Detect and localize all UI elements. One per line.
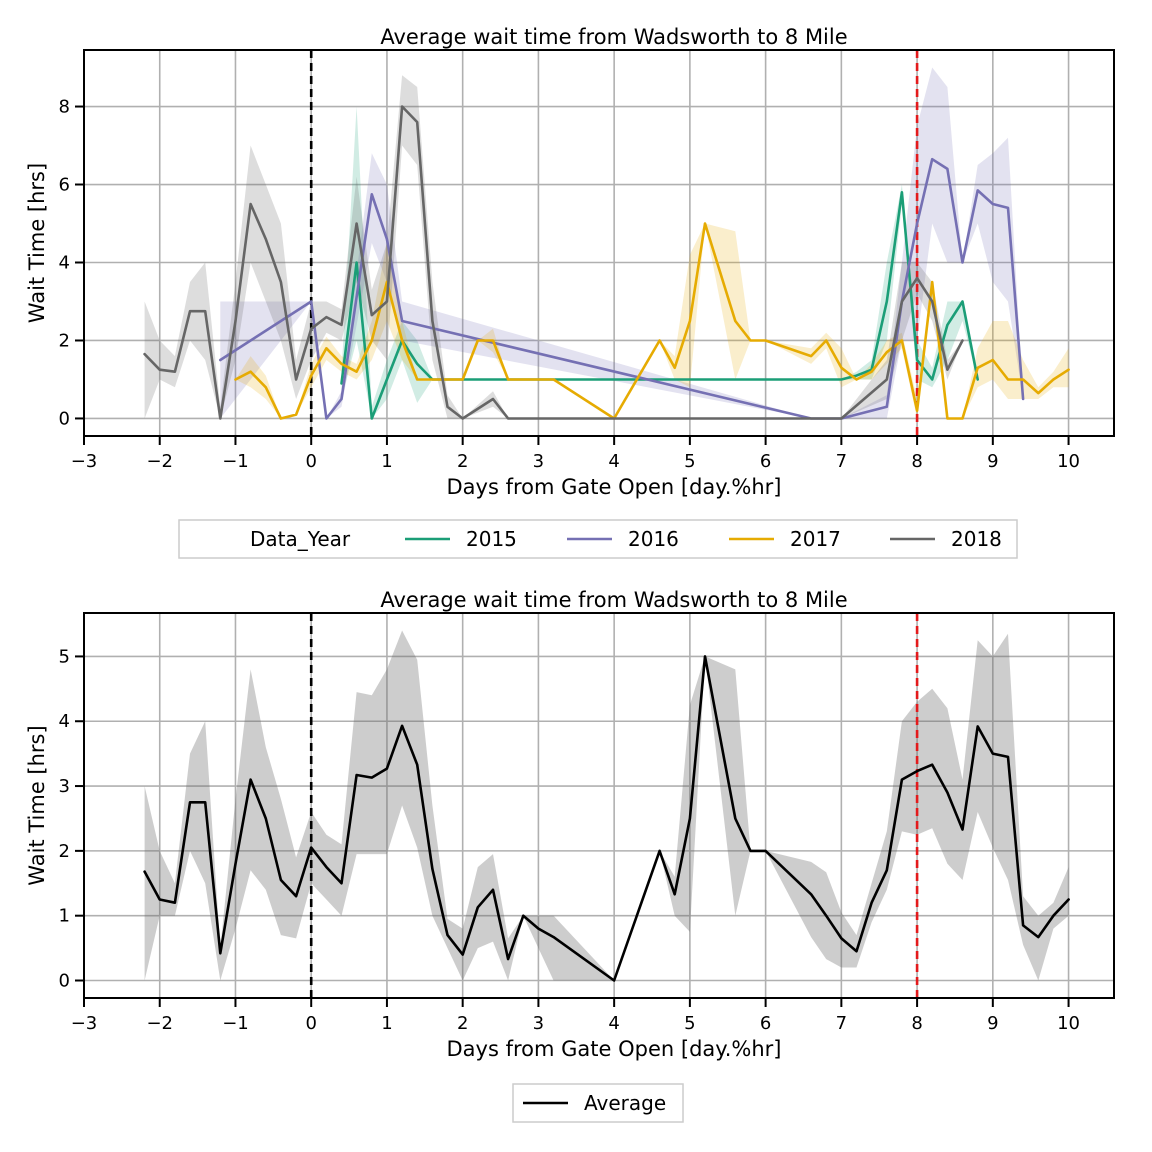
x-tick-label: 7 [836, 1013, 847, 1034]
series-band-2016 [220, 67, 1024, 419]
legend-label-2018: 2018 [951, 527, 1002, 551]
y-tick-label: 1 [59, 906, 70, 927]
x-tick-label: −1 [222, 451, 249, 472]
x-tick-label: 9 [987, 451, 998, 472]
x-tick-label: 3 [533, 451, 544, 472]
plot-frame [83, 612, 1115, 999]
x-tick-label: 2 [457, 451, 468, 472]
legend-label-2016: 2016 [628, 527, 679, 551]
x-tick-label: 4 [608, 451, 619, 472]
top-legend: Data_Year 2015 2016 2017 2018 [178, 519, 1018, 559]
x-tick-label: 10 [1057, 451, 1080, 472]
x-tick-label: 0 [305, 1013, 316, 1034]
x-tick-label: 8 [911, 451, 922, 472]
bottom-chart: −3 −2 −1 0 1 2 3 4 5 6 7 8 9 10 0 1 2 3 4 5 Average wait tim… [25, 588, 1115, 1061]
x-axis: −3 −2 −1 0 1 2 3 4 5 6 7 8 9 10 [71, 436, 1080, 472]
x-tick-label: 8 [911, 1013, 922, 1034]
x-tick-label: 5 [684, 1013, 695, 1034]
series-line-average [143, 655, 1070, 982]
x-tick-label: 6 [760, 451, 771, 472]
y-tick-label: 0 [59, 408, 70, 429]
x-axis-title: Days from Gate Open [day.%hr] [447, 475, 782, 499]
x-tick-label: 7 [836, 451, 847, 472]
series-line-2018 [143, 105, 964, 420]
top-chart: −3 −2 −1 0 1 2 3 4 5 6 7 8 9 10 0 2 4 6 8 Average wait time… [25, 25, 1115, 499]
chart-title: Average wait time from Wadsworth to 8 Mi… [380, 588, 847, 612]
legend-label-average: Average [584, 1091, 666, 1115]
x-tick-label: 4 [608, 1013, 619, 1034]
x-axis: −3 −2 −1 0 1 2 3 4 5 6 7 8 9 10 [71, 998, 1080, 1034]
x-tick-label: 3 [533, 1013, 544, 1034]
y-axis-title: Wait Time [hrs] [25, 725, 49, 885]
y-tick-label: 8 [59, 97, 70, 118]
series-band-average [144, 630, 1069, 981]
bottom-legend: Average [512, 1083, 684, 1123]
x-tick-label: 5 [684, 451, 695, 472]
x-tick-label: 6 [760, 1013, 771, 1034]
x-tick-label: −2 [146, 451, 173, 472]
x-tick-label: −2 [146, 1013, 173, 1034]
y-axis: 0 2 4 6 8 [59, 97, 84, 429]
plot-frame [83, 49, 1115, 437]
y-tick-label: 5 [59, 646, 70, 667]
legend-title: Data_Year [250, 527, 351, 551]
x-tick-label: 0 [305, 451, 316, 472]
y-tick-label: 4 [59, 711, 70, 732]
y-tick-label: 2 [59, 330, 70, 351]
series-line-2016 [219, 157, 1025, 420]
x-tick-label: 2 [457, 1013, 468, 1034]
x-tick-label: 1 [381, 451, 392, 472]
legend-label-2015: 2015 [466, 527, 517, 551]
series-line-2015 [340, 191, 980, 420]
series-line-2017 [234, 222, 1070, 420]
y-tick-label: 2 [59, 841, 70, 862]
x-axis-title: Days from Gate Open [day.%hr] [447, 1037, 782, 1061]
y-axis-title: Wait Time [hrs] [25, 163, 49, 323]
y-tick-label: 6 [59, 175, 70, 196]
y-tick-label: 0 [59, 971, 70, 992]
x-tick-label: 10 [1057, 1013, 1080, 1034]
y-axis: 0 1 2 3 4 5 [59, 646, 84, 992]
chart-title: Average wait time from Wadsworth to 8 Mi… [380, 25, 847, 49]
x-tick-label: 9 [987, 1013, 998, 1034]
x-tick-label: −1 [222, 1013, 249, 1034]
x-tick-label: −3 [71, 1013, 98, 1034]
y-tick-label: 3 [59, 776, 70, 797]
y-tick-label: 4 [59, 252, 70, 273]
x-tick-label: −3 [71, 451, 98, 472]
legend-label-2017: 2017 [790, 527, 841, 551]
x-tick-label: 1 [381, 1013, 392, 1034]
grid [84, 613, 1114, 998]
